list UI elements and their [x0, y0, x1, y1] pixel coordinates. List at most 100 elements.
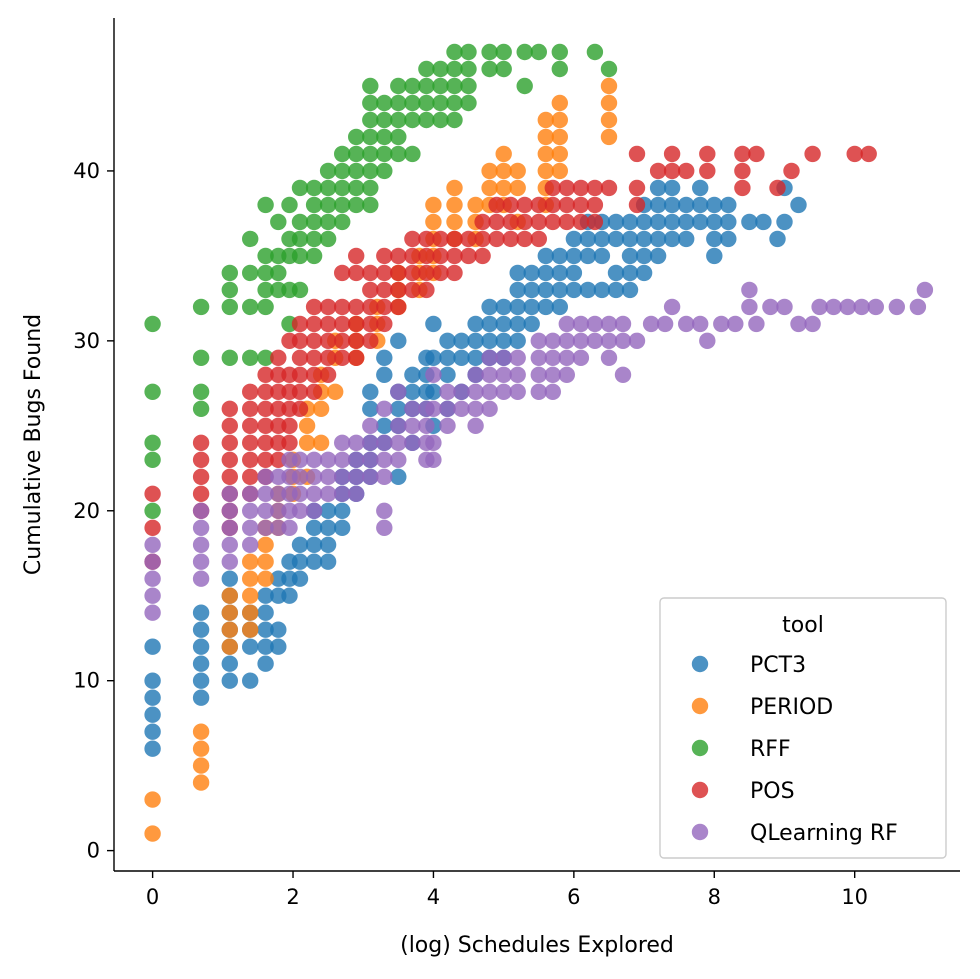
data-point [242, 383, 259, 400]
data-point [537, 111, 554, 129]
legend-marker [691, 739, 709, 757]
data-point [551, 247, 568, 265]
data-point [305, 536, 323, 553]
data-point [769, 230, 786, 248]
data-point [516, 43, 533, 61]
data-point [692, 179, 709, 197]
data-point [376, 247, 393, 265]
data-point [242, 230, 259, 248]
data-point [242, 468, 259, 485]
data-point [319, 502, 337, 519]
data-point [663, 179, 681, 197]
data-point [390, 400, 407, 417]
x-tick-label: 4 [427, 885, 440, 909]
data-point [649, 179, 667, 197]
data-point [495, 349, 512, 366]
data-point [516, 77, 533, 95]
data-point [607, 230, 625, 248]
data-point [692, 213, 709, 231]
data-point [600, 77, 618, 95]
data-point [460, 60, 477, 78]
data-point [390, 94, 407, 112]
data-point [706, 213, 723, 231]
data-point [425, 213, 442, 231]
data-point [362, 298, 379, 316]
data-point [305, 451, 323, 468]
data-point [257, 638, 274, 655]
data-point [432, 111, 449, 129]
data-point [481, 383, 498, 400]
data-point [144, 638, 161, 655]
data-point [635, 230, 653, 248]
data-point [257, 264, 274, 282]
data-point [221, 621, 238, 638]
data-point [319, 366, 337, 383]
data-point [144, 315, 161, 333]
data-point [586, 332, 604, 349]
data-point [291, 570, 309, 587]
data-point [390, 128, 407, 146]
data-point [257, 536, 274, 553]
x-tick-label: 10 [841, 885, 868, 909]
data-point [551, 145, 568, 163]
data-point [460, 230, 477, 248]
data-point [192, 740, 210, 757]
data-point [257, 247, 274, 265]
data-point [291, 553, 309, 570]
data-point [348, 179, 365, 197]
data-point [291, 366, 309, 383]
data-point [348, 247, 365, 265]
data-point [348, 434, 365, 451]
data-point [192, 723, 210, 740]
data-point [334, 213, 351, 231]
data-point [614, 332, 632, 349]
data-point [305, 247, 323, 265]
data-point [537, 162, 554, 180]
data-point [334, 145, 351, 163]
data-point [586, 315, 604, 333]
data-point [509, 332, 526, 349]
data-point [192, 604, 210, 621]
data-point [516, 196, 533, 214]
data-point [495, 332, 512, 349]
data-point [572, 349, 590, 366]
data-points-layer [144, 43, 934, 842]
data-point [558, 366, 575, 383]
data-point [257, 587, 274, 604]
data-point [706, 230, 723, 248]
data-point [221, 536, 238, 553]
data-point [537, 128, 554, 146]
data-point [390, 281, 407, 299]
data-point [509, 383, 526, 400]
data-point [488, 230, 505, 248]
data-point [495, 366, 512, 383]
data-point [348, 485, 365, 502]
data-point [376, 281, 393, 299]
data-point [446, 213, 463, 231]
data-point [221, 485, 238, 502]
data-point [467, 349, 484, 366]
data-point [144, 485, 161, 502]
data-point [305, 468, 323, 485]
data-point [221, 553, 238, 570]
data-point [257, 298, 274, 316]
data-point [804, 315, 821, 333]
legend-label: PCT3 [750, 653, 806, 678]
data-point [432, 77, 449, 95]
data-point [144, 672, 161, 689]
data-point [305, 298, 323, 316]
legend-label: RFF [750, 737, 791, 762]
data-point [144, 689, 161, 706]
data-point [319, 451, 337, 468]
data-point [425, 196, 442, 214]
data-point [593, 281, 611, 299]
data-point [720, 213, 737, 231]
legend-entry: POS [691, 779, 795, 804]
data-point [544, 366, 561, 383]
data-point [242, 349, 259, 366]
data-point [586, 213, 604, 231]
data-point [376, 264, 393, 282]
data-point [221, 587, 238, 604]
data-point [439, 332, 456, 349]
data-point [192, 655, 210, 672]
